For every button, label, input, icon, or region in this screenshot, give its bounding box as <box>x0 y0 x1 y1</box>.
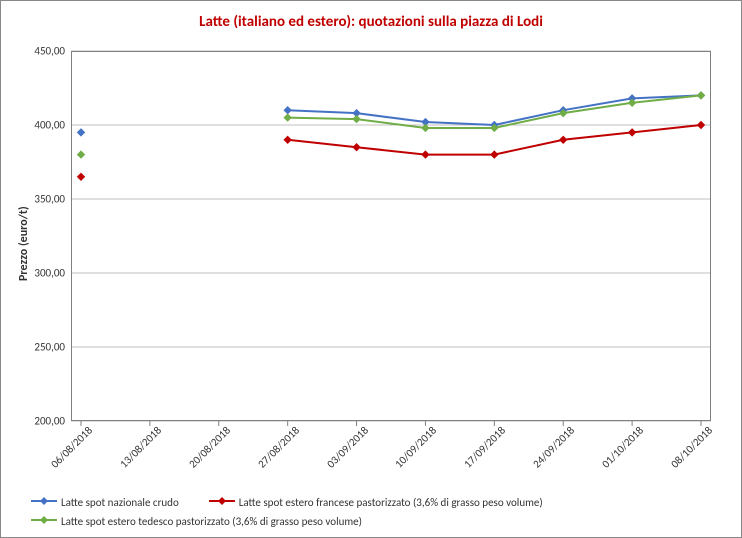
y-tick-label: 400,00 <box>34 119 71 132</box>
y-tick-label: 450,00 <box>34 45 71 58</box>
legend-marker-icon <box>31 495 57 510</box>
y-tick-label: 200,00 <box>34 415 71 428</box>
legend-item: Latte spot nazionale crudo <box>31 495 179 510</box>
x-tick-label: 01/10/2018 <box>592 421 646 475</box>
x-tick-label: 20/08/2018 <box>178 421 232 475</box>
x-tick-label: 10/09/2018 <box>385 421 439 475</box>
legend-marker-icon <box>31 514 57 529</box>
legend-label: Latte spot estero tedesco pastorizzato (… <box>61 515 362 528</box>
y-tick-label: 250,00 <box>34 341 71 354</box>
y-tick-label: 350,00 <box>34 193 71 206</box>
chart-svg <box>71 51 711 421</box>
legend-item: Latte spot estero tedesco pastorizzato (… <box>31 514 362 529</box>
legend-item: Latte spot estero francese pastorizzato … <box>209 495 543 510</box>
y-tick-label: 300,00 <box>34 267 71 280</box>
x-tick-label: 24/09/2018 <box>523 421 577 475</box>
legend-label: Latte spot nazionale crudo <box>61 496 179 509</box>
chart-container: Latte (italiano ed estero): quotazioni s… <box>0 0 742 538</box>
x-tick-label: 17/09/2018 <box>454 421 508 475</box>
chart-title: Latte (italiano ed estero): quotazioni s… <box>1 13 741 31</box>
legend-marker-icon <box>209 495 235 510</box>
y-axis-label: Prezzo (euro/t) <box>17 206 31 281</box>
x-tick-label: 08/10/2018 <box>661 421 715 475</box>
legend-label: Latte spot estero francese pastorizzato … <box>239 496 543 509</box>
x-tick-label: 06/08/2018 <box>41 421 95 475</box>
x-tick-label: 27/08/2018 <box>247 421 301 475</box>
x-tick-label: 03/09/2018 <box>316 421 370 475</box>
x-tick-label: 13/08/2018 <box>109 421 163 475</box>
legend: Latte spot nazionale crudo Latte spot est… <box>31 495 721 529</box>
plot-area: 200,00250,00300,00350,00400,00450,0006/0… <box>71 51 711 421</box>
